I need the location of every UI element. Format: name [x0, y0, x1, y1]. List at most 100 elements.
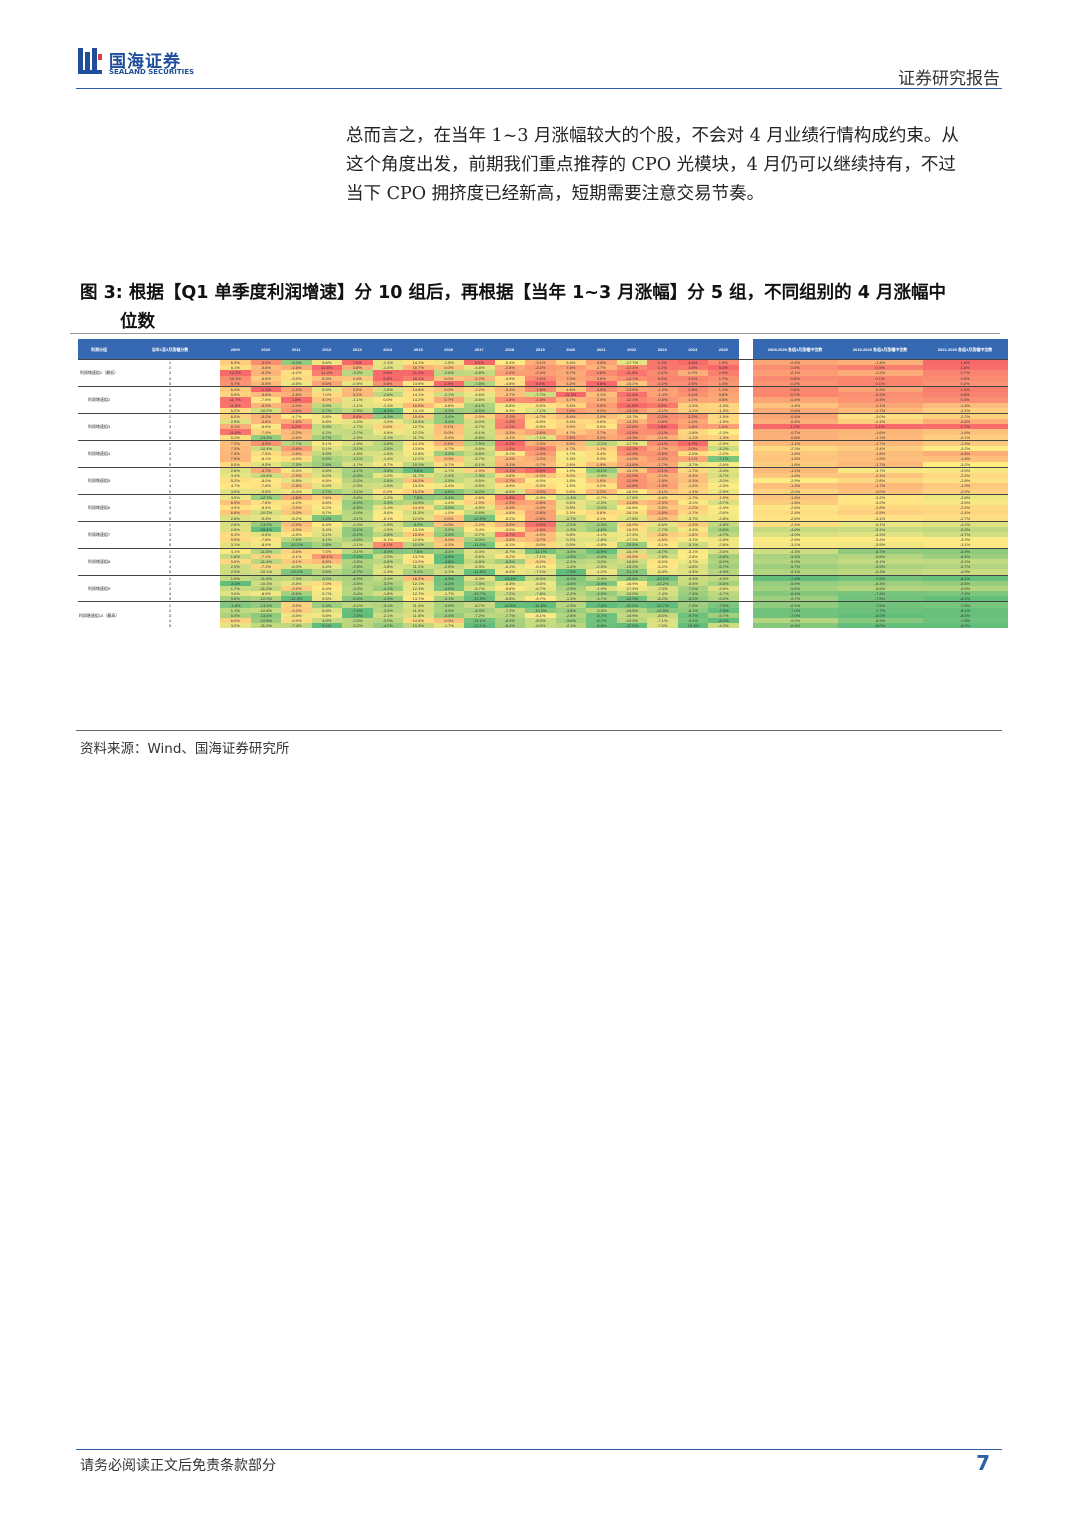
heat-cell: -3.4% — [708, 466, 739, 473]
heat-cell: -2.2% — [922, 412, 1008, 420]
heat-cell: -0.8% — [752, 419, 838, 425]
table-header-cell: 当年1至3月涨幅分数 — [120, 339, 220, 360]
heat-cell: -4.6% — [555, 580, 586, 586]
heat-cell: -1.8% — [220, 601, 251, 608]
heat-cell: -5.1% — [837, 558, 923, 565]
spacer-cell — [738, 618, 753, 624]
heat-cell: -7.4% — [752, 574, 838, 581]
heat-cell: -2.5% — [433, 564, 464, 570]
heat-cell: -3.3% — [433, 451, 464, 457]
heat-cell: -13.3% — [616, 434, 647, 441]
heat-cell: 1.1% — [647, 365, 678, 371]
heat-cell: -3.5% — [708, 585, 739, 592]
heat-cell: -3.4% — [494, 456, 525, 462]
heat-cell: 2.4% — [342, 375, 373, 381]
heat-cell: 15.5% — [403, 532, 434, 538]
spacer-cell — [738, 585, 753, 592]
spacer-cell — [738, 472, 753, 479]
heat-cell: 3.4% — [220, 472, 251, 479]
subgroup-index: 1 — [120, 412, 220, 420]
spacer-cell — [738, 569, 753, 575]
heat-cell: 0.6% — [752, 385, 838, 393]
spacer-cell — [738, 424, 753, 430]
heat-cell: -6.7% — [586, 612, 617, 618]
table-header-cell: 2015 — [403, 339, 434, 360]
heat-cell: 6.5% — [311, 478, 342, 484]
table-row: 利润增速组2 1 6.4% -1.1% -1.2% 5.4% 3.0% -1.6% 14.8% 0… — [78, 385, 1008, 414]
heat-cell: 7.0% — [311, 392, 342, 398]
heat-cell: -1.4% — [837, 359, 923, 366]
heat-cell: -12.6% — [616, 429, 647, 435]
heat-cell: -0.1% — [752, 370, 838, 376]
heat-cell: -10.6% — [250, 472, 281, 479]
heat-cell: -7.0% — [708, 601, 739, 608]
heat-cell: -13.4% — [250, 612, 281, 618]
heat-cell: -12.7% — [647, 601, 678, 608]
heat-cell: -7.8% — [250, 483, 281, 489]
heat-cell: -0.7% — [494, 532, 525, 538]
spacer-cell — [738, 623, 753, 629]
heat-cell: -1.1% — [677, 434, 708, 441]
heat-cell: 0.5% — [555, 542, 586, 549]
heat-cell: -5.7% — [525, 596, 556, 602]
heat-cell: 0.5% — [922, 375, 1008, 381]
spacer-cell — [738, 499, 753, 506]
heat-cell: -5.2% — [555, 574, 586, 581]
heat-cell: 11.7% — [403, 434, 434, 441]
heat-cell: -3.9% — [837, 542, 923, 549]
spacer-cell — [738, 580, 753, 586]
heat-cell: 4.6% — [555, 385, 586, 393]
heat-cell: 1.1% — [837, 424, 923, 430]
heat-cell: -5.6% — [250, 365, 281, 371]
heat-cell: -3.4% — [342, 510, 373, 516]
heat-cell: -3.1% — [342, 488, 373, 495]
heat-cell: 12.1% — [403, 580, 434, 586]
heat-cell: -11.9% — [464, 596, 495, 602]
heat-cell: 7.6% — [403, 547, 434, 554]
subgroup-index: 2 — [120, 499, 220, 506]
heat-cell: 4.0% — [311, 451, 342, 457]
heat-cell: -1.0% — [372, 419, 403, 425]
heat-cell: 2.7% — [586, 429, 617, 435]
heat-cell: -3.1% — [525, 359, 556, 366]
heat-cell: 11.4% — [311, 370, 342, 376]
heat-cell: -7.8% — [464, 380, 495, 387]
table-row: 3 1.7% -11.2% -3.2% 6.4% -3.3% -4.1% 12.3% -4.0%… — [78, 585, 1008, 592]
heat-cell: 10.0% — [403, 499, 434, 506]
heat-cell: -0.3% — [433, 542, 464, 549]
heat-cell: -1.1% — [586, 532, 617, 538]
heat-cell: -5.2% — [494, 553, 525, 559]
heat-cell: -3.8% — [555, 547, 586, 554]
heat-cell: -1.6% — [922, 456, 1008, 462]
heat-cell: -1.5% — [525, 375, 556, 381]
heat-cell: -2.1% — [342, 542, 373, 549]
heat-cell: 1.7% — [708, 375, 739, 381]
heat-cell: -4.6% — [433, 558, 464, 565]
heat-cell: -8.0% — [525, 618, 556, 624]
table-row: 利润增速组1（最低） 1 6.3% -3.2% -9.4% 5.6% 7.9% -1.1% 14… — [78, 359, 1008, 387]
heat-cell: -3.3% — [494, 520, 525, 527]
heat-cell: 0.6% — [372, 424, 403, 430]
heat-cell: 0.0% — [433, 375, 464, 381]
heat-cell: -4.2% — [708, 446, 739, 452]
heat-cell: -0.7% — [752, 429, 838, 435]
subgroup-index: 2 — [120, 553, 220, 559]
heat-cell: -7.5% — [281, 461, 312, 468]
heat-cell: -4.0% — [281, 456, 312, 462]
spacer-cell — [738, 359, 753, 366]
spacer-cell — [738, 607, 753, 613]
heat-cell: -2.0% — [464, 412, 495, 420]
heat-cell: 1.1% — [677, 419, 708, 425]
heat-cell: -5.1% — [494, 542, 525, 549]
heat-cell: -5.2% — [647, 564, 678, 570]
spacer-cell — [738, 419, 753, 425]
heat-cell: 4.0% — [311, 618, 342, 624]
heat-cell: -1.2% — [281, 385, 312, 393]
heat-cell: -3.0% — [433, 505, 464, 511]
heat-cell: -3.5% — [922, 466, 1008, 473]
heat-cell: -3.7% — [525, 461, 556, 468]
heat-cell: 2.9% — [220, 419, 251, 425]
heat-cell: -8.2% — [922, 623, 1008, 629]
heat-cell: -7.2% — [494, 591, 525, 597]
table-row: 3 4.9% -8.4% -3.5% 6.2% -4.5% -1.1% 14.4% -3.0% -… — [78, 505, 1008, 511]
